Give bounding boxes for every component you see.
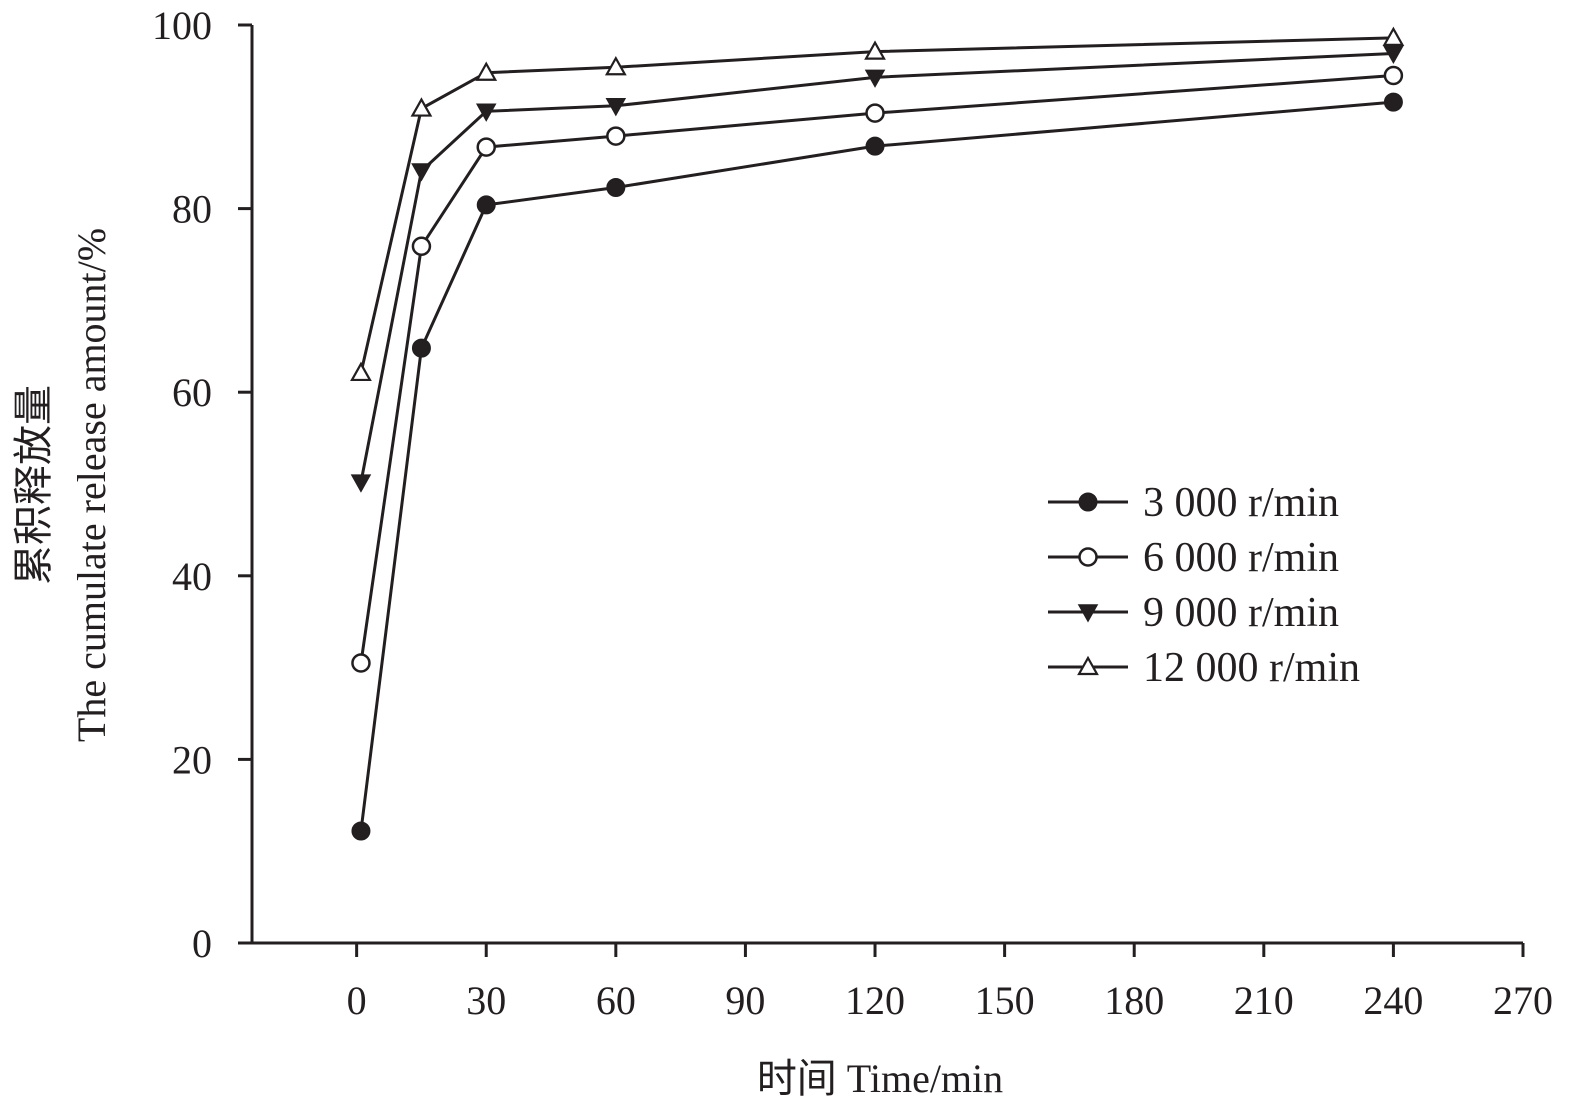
legend-label: 12 000 r/min (1143, 645, 1360, 691)
series-1 (351, 92, 1403, 841)
x-tick-label: 120 (845, 978, 905, 1023)
data-point (1383, 92, 1403, 112)
legend-marker (1078, 547, 1098, 567)
x-tick-label: 180 (1104, 978, 1164, 1023)
y-tick-label: 0 (192, 921, 212, 966)
ticks: 0 20 40 60 80 100 0 30 60 90 120 150 180 210 240 270 (152, 3, 1553, 1023)
data-point (350, 361, 372, 382)
x-tick-label: 30 (466, 978, 506, 1023)
data-point (476, 195, 496, 215)
x-tick-label: 150 (975, 978, 1035, 1023)
y-tick-label: 20 (172, 737, 212, 782)
y-tick-label: 60 (172, 370, 212, 415)
x-tick-label: 60 (596, 978, 636, 1023)
series-line (359, 73, 1394, 664)
series-2 (351, 65, 1404, 673)
legend-label: 9 000 r/min (1143, 590, 1339, 636)
series-3 (350, 45, 1404, 493)
legend-item-3: 9 000 r/min (1048, 590, 1339, 636)
series-line (359, 36, 1394, 374)
data-point (606, 126, 626, 146)
data-point (411, 338, 431, 358)
axes (240, 25, 1523, 945)
series-4 (350, 26, 1405, 382)
data-point (605, 98, 627, 117)
legend-item-1: 3 000 r/min (1048, 480, 1339, 526)
x-tick-label: 240 (1363, 978, 1423, 1023)
legend-marker (1077, 655, 1099, 676)
data-point (351, 821, 371, 841)
legend-marker (1078, 492, 1098, 512)
legend-item-4: 12 000 r/min (1048, 645, 1360, 691)
legend-label: 3 000 r/min (1143, 480, 1339, 526)
data-point (475, 61, 498, 81)
data-point (864, 69, 886, 88)
series-line (359, 51, 1394, 483)
data-point (411, 236, 432, 256)
y-axis-title-chinese: 累积释放量 (11, 385, 56, 585)
data-point (1382, 26, 1405, 46)
data-point (865, 103, 885, 123)
x-tick-label: 0 (347, 978, 367, 1023)
legend-marker (1077, 604, 1099, 623)
legend-item-2: 6 000 r/min (1048, 535, 1339, 581)
legend: 3 000 r/min 6 000 r/min 9 000 r/min 12 000 … (1048, 480, 1360, 691)
x-axis-title: 时间 Time/min (757, 1056, 1003, 1101)
legend-label: 6 000 r/min (1143, 535, 1339, 581)
data-point (1383, 45, 1404, 64)
y-axis-title-english: The cumulate release amount/% (69, 228, 114, 742)
data-point (1383, 65, 1404, 86)
data-point (606, 177, 626, 197)
x-tick-label: 90 (725, 978, 765, 1023)
data-point (475, 103, 497, 122)
data-point (864, 40, 886, 60)
y-tick-label: 100 (152, 3, 212, 48)
series-line (359, 100, 1394, 832)
data-point (476, 137, 496, 157)
data-point (410, 97, 433, 117)
series-layer (350, 26, 1405, 841)
y-tick-label: 80 (172, 187, 212, 232)
data-point (351, 653, 371, 673)
x-tick-label: 270 (1493, 978, 1553, 1023)
data-point (350, 474, 372, 493)
data-point (604, 55, 627, 76)
data-point (865, 136, 885, 156)
x-tick-label: 210 (1234, 978, 1294, 1023)
data-point (411, 163, 432, 182)
y-tick-label: 40 (172, 554, 212, 599)
